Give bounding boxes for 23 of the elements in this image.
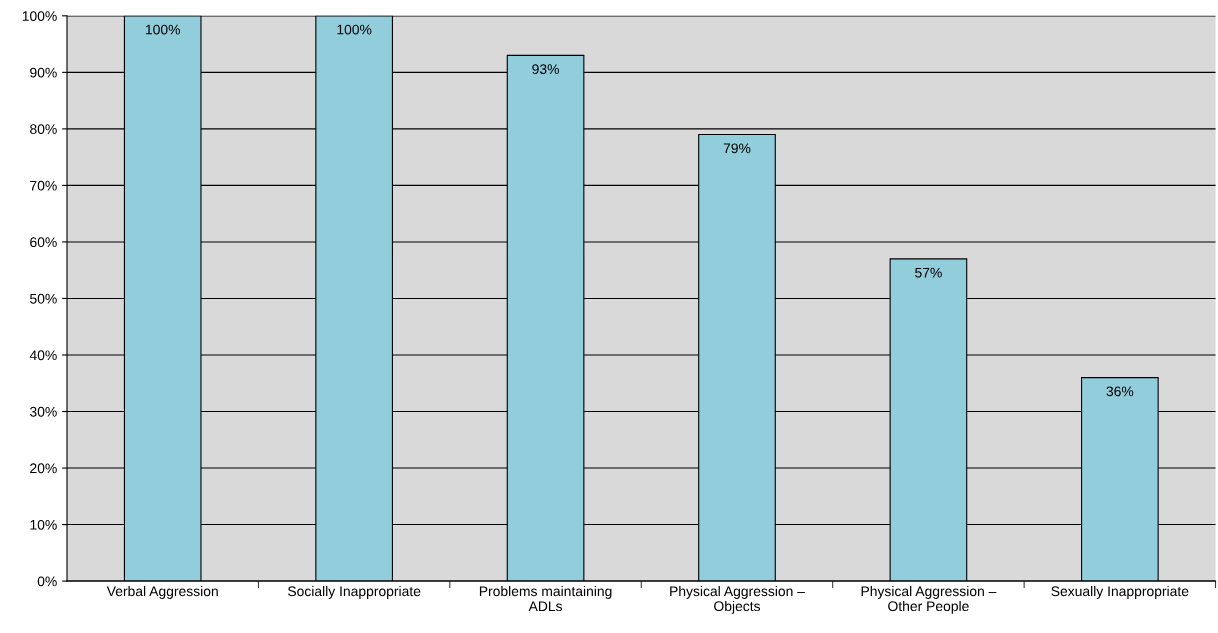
data-label: 57% — [915, 267, 942, 278]
x-tick-label: Verbal Aggression — [106, 585, 218, 599]
y-tick-label: 100% — [22, 11, 57, 21]
y-tick-label: 70% — [30, 180, 57, 191]
x-tick-label: Sexually Inappropriate — [1051, 585, 1189, 599]
y-tick-label: 30% — [30, 406, 57, 417]
x-tick-label: Problems maintaining ADLs — [479, 585, 612, 612]
data-label: 93% — [532, 64, 559, 75]
y-tick-label: 0% — [37, 576, 57, 587]
y-tick-label: 20% — [30, 463, 57, 474]
y-tick-label: 60% — [30, 237, 57, 248]
data-label: 100% — [337, 24, 372, 35]
y-tick-label: 10% — [30, 519, 57, 530]
x-tick-label: Physical Aggression – Other People — [861, 585, 997, 614]
y-tick-label: 90% — [30, 67, 57, 78]
data-label: 100% — [146, 24, 180, 35]
y-tick-label: 40% — [29, 350, 57, 361]
x-tick-label: Physical Aggression – Objects — [670, 585, 805, 614]
y-tick-label: 80% — [30, 124, 57, 135]
data-label: 36% — [1106, 386, 1134, 397]
x-tick-label: Socially Inappropriate — [287, 585, 421, 599]
data-label: 79% — [723, 143, 751, 154]
y-tick-label: 50% — [30, 293, 57, 304]
